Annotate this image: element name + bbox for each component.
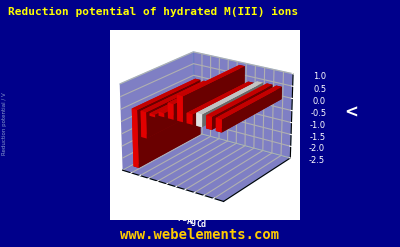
Text: www.webelements.com: www.webelements.com	[120, 228, 280, 242]
Text: Reduction potential of hydrated M(III) ions: Reduction potential of hydrated M(III) i…	[8, 7, 298, 18]
Text: Reduction potential / V: Reduction potential / V	[2, 92, 7, 155]
